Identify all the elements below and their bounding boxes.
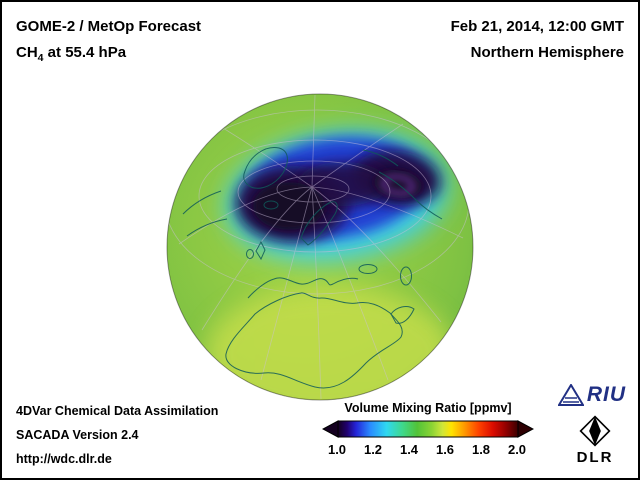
colorbar: Volume Mixing Ratio [ppmv] 1.0 1.2 1.4 1… bbox=[320, 401, 536, 458]
riu-triangle-icon bbox=[557, 384, 584, 406]
globe-plot bbox=[165, 92, 475, 402]
version-label: SACADA Version 2.4 bbox=[16, 428, 139, 442]
riu-logo: RIU bbox=[557, 383, 626, 407]
url-label: http://wdc.dlr.de bbox=[16, 452, 112, 466]
species-subscript: 4 bbox=[37, 52, 44, 64]
dlr-logo: DLR bbox=[568, 415, 622, 466]
dlr-logo-text: DLR bbox=[576, 449, 614, 466]
tick-label: 1.6 bbox=[435, 442, 455, 457]
globe-map bbox=[166, 93, 474, 401]
colorbar-ticks: 1.0 1.2 1.4 1.6 1.8 2.0 bbox=[328, 442, 526, 458]
colorbar-body bbox=[337, 420, 519, 438]
valid-datetime: Feb 21, 2014, 12:00 GMT bbox=[450, 18, 624, 35]
species-symbol: CH bbox=[16, 44, 38, 61]
dlr-emblem-icon bbox=[579, 415, 611, 447]
coastlines bbox=[182, 147, 443, 389]
level-text: at 55.4 hPa bbox=[43, 44, 127, 61]
datetime-block: Feb 21, 2014, 12:00 GMT Northern Hemisph… bbox=[451, 14, 624, 66]
graticule bbox=[167, 94, 470, 400]
colorbar-title: Volume Mixing Ratio [ppmv] bbox=[344, 401, 512, 415]
colorbar-right-arrow bbox=[517, 420, 534, 438]
tick-label: 2.0 bbox=[507, 442, 527, 457]
globe-limb bbox=[166, 93, 474, 401]
colorbar-gradient bbox=[322, 420, 534, 438]
title-block: GOME-2 / MetOp Forecast CH4 at 55.4 hPa bbox=[16, 14, 201, 71]
tick-label: 1.2 bbox=[363, 442, 383, 457]
colorbar-left-arrow bbox=[322, 420, 339, 438]
species-level: CH4 at 55.4 hPa bbox=[16, 40, 201, 71]
assimilation-label: 4DVar Chemical Data Assimilation bbox=[16, 404, 219, 418]
product-title: GOME-2 / MetOp Forecast bbox=[16, 18, 202, 35]
tick-label: 1.8 bbox=[471, 442, 491, 457]
tick-label: 1.0 bbox=[327, 442, 347, 457]
tick-label: 1.4 bbox=[399, 442, 419, 457]
hemisphere-label: Northern Hemisphere bbox=[470, 44, 624, 61]
credits-block: 4DVar Chemical Data Assimilation SACADA … bbox=[16, 399, 218, 471]
riu-logo-text: RIU bbox=[586, 383, 626, 406]
